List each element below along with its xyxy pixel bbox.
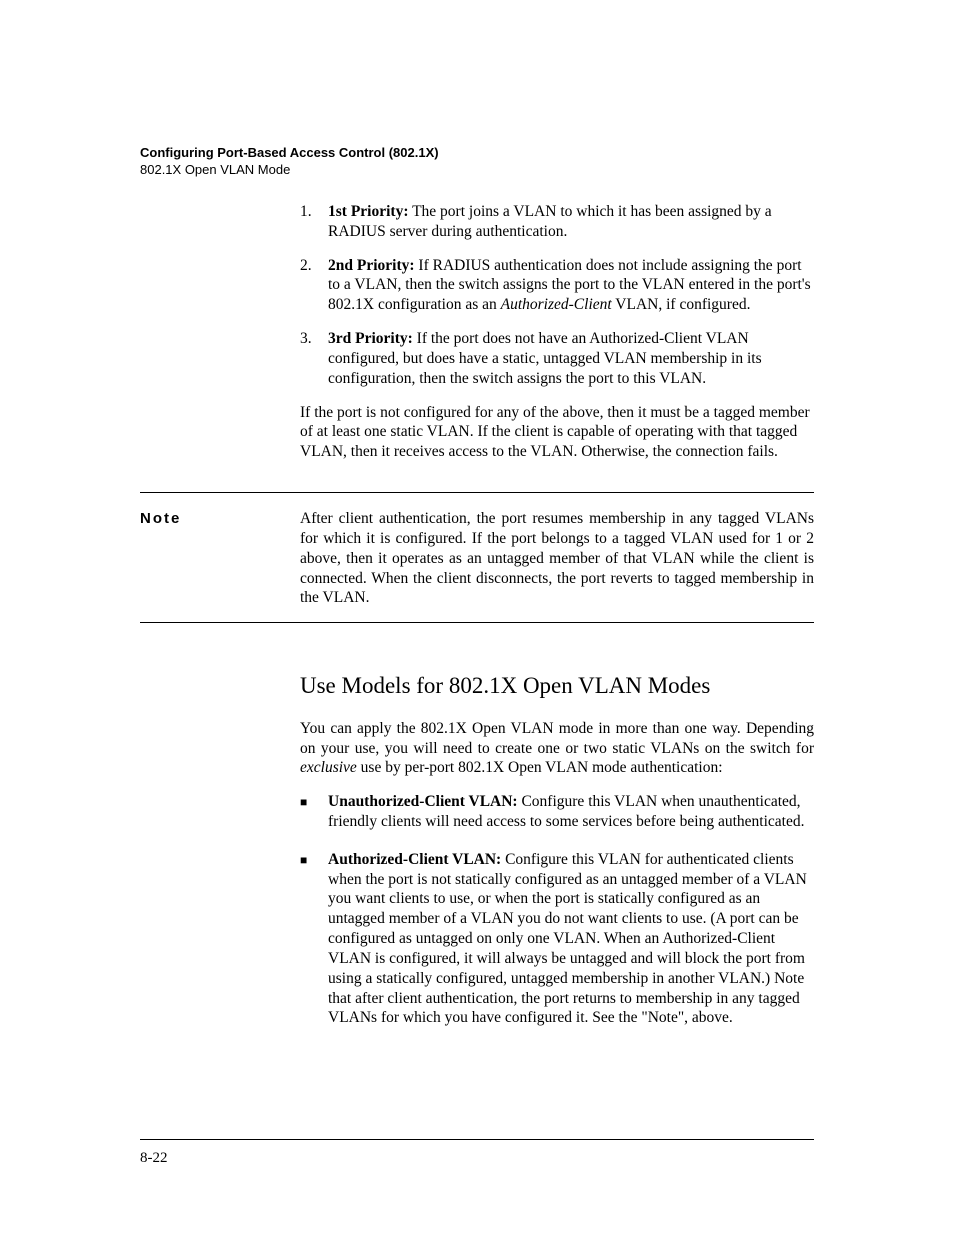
intro-after: use by per-port 802.1X Open VLAN mode au… — [357, 759, 723, 776]
section-title: 802.1X Open VLAN Mode — [140, 162, 439, 177]
list-item: 1. 1st Priority: The port joins a VLAN t… — [300, 202, 814, 242]
body-content: 1. 1st Priority: The port joins a VLAN t… — [300, 202, 814, 1028]
priority-label: 1st Priority: — [328, 203, 408, 220]
bullet-body: Unauthorized-Client VLAN: Configure this… — [328, 792, 814, 832]
item-body: 1st Priority: The port joins a VLAN to w… — [328, 202, 814, 242]
running-header: Configuring Port-Based Access Control (8… — [140, 145, 439, 177]
bullet-label: Authorized-Client VLAN: — [328, 851, 501, 868]
priority-text-after: VLAN, if configured. — [612, 296, 751, 313]
section-heading: Use Models for 802.1X Open VLAN Modes — [300, 671, 814, 700]
list-item: 2. 2nd Priority: If RADIUS authenticatio… — [300, 256, 814, 315]
bullet-text: Configure this VLAN for authenticated cl… — [328, 851, 807, 1027]
item-body: 3rd Priority: If the port does not have … — [328, 329, 814, 388]
item-number: 3. — [300, 329, 328, 388]
bullet-label: Unauthorized-Client VLAN: — [328, 793, 518, 810]
list-item: ■ Authorized-Client VLAN: Configure this… — [300, 850, 814, 1028]
priority-italic: Authorized-Client — [501, 296, 612, 313]
tagged-paragraph: If the port is not configured for any of… — [300, 403, 814, 462]
list-item: ■ Unauthorized-Client VLAN: Configure th… — [300, 792, 814, 832]
bullet-icon: ■ — [300, 792, 328, 832]
note-body: After client authentication, the port re… — [300, 509, 814, 608]
vlan-bullet-list: ■ Unauthorized-Client VLAN: Configure th… — [300, 792, 814, 1028]
note-label: Note — [140, 509, 300, 608]
list-item: 3. 3rd Priority: If the port does not ha… — [300, 329, 814, 388]
bullet-body: Authorized-Client VLAN: Configure this V… — [328, 850, 814, 1028]
intro-before: You can apply the 802.1X Open VLAN mode … — [300, 720, 814, 757]
note-block: Note After client authentication, the po… — [140, 492, 814, 623]
item-number: 2. — [300, 256, 328, 315]
intro-italic: exclusive — [300, 759, 357, 776]
priority-label: 2nd Priority: — [328, 257, 415, 274]
item-body: 2nd Priority: If RADIUS authentication d… — [328, 256, 814, 315]
footer-rule — [140, 1139, 814, 1140]
page: Configuring Port-Based Access Control (8… — [0, 0, 954, 1235]
page-number: 8-22 — [140, 1150, 168, 1167]
chapter-title: Configuring Port-Based Access Control (8… — [140, 145, 439, 160]
item-number: 1. — [300, 202, 328, 242]
bullet-icon: ■ — [300, 850, 328, 1028]
priority-list: 1. 1st Priority: The port joins a VLAN t… — [300, 202, 814, 389]
intro-paragraph: You can apply the 802.1X Open VLAN mode … — [300, 719, 814, 778]
priority-label: 3rd Priority: — [328, 330, 413, 347]
